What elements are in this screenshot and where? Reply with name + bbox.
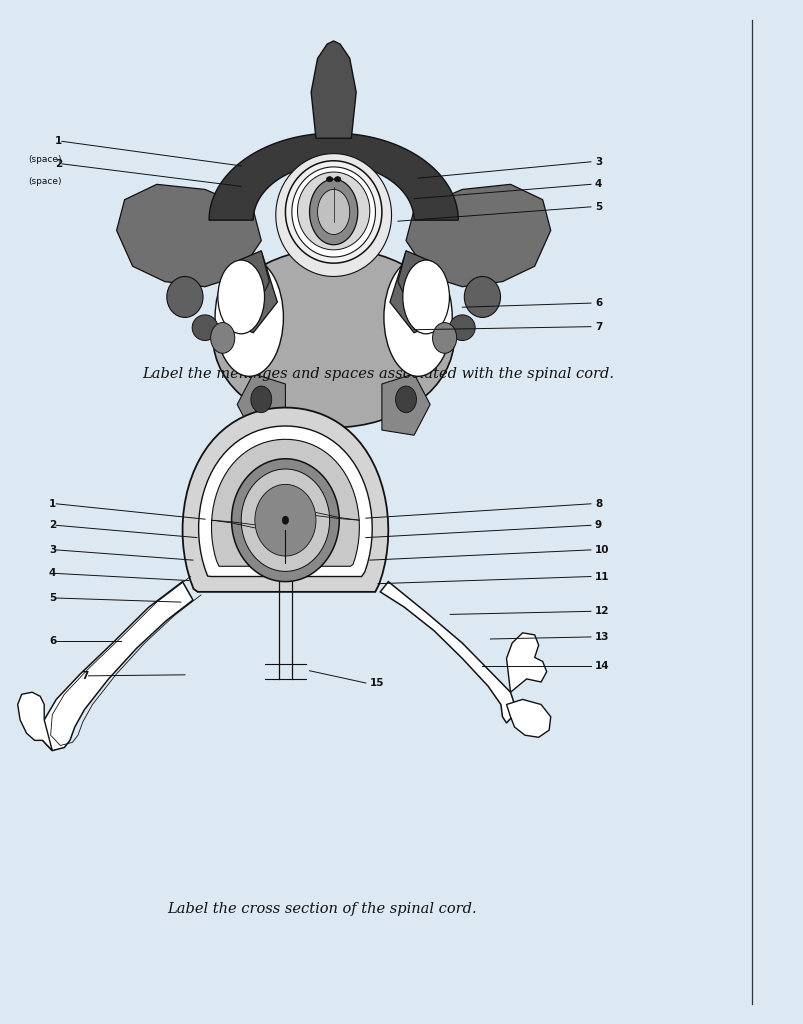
Text: 7: 7	[81, 671, 88, 681]
Ellipse shape	[213, 248, 454, 428]
Ellipse shape	[167, 276, 202, 317]
Text: 5: 5	[49, 593, 56, 603]
Polygon shape	[209, 133, 458, 220]
Text: 4: 4	[594, 179, 601, 189]
Text: Label the meninges and spaces associated with the spinal cord.: Label the meninges and spaces associated…	[141, 367, 613, 381]
Circle shape	[432, 323, 456, 353]
Text: 12: 12	[594, 606, 609, 616]
Polygon shape	[255, 484, 316, 556]
Text: 1: 1	[49, 499, 56, 509]
Ellipse shape	[334, 177, 340, 182]
Text: (space): (space)	[28, 155, 62, 164]
Polygon shape	[506, 699, 550, 737]
Ellipse shape	[326, 177, 332, 182]
Polygon shape	[309, 179, 357, 245]
Ellipse shape	[464, 276, 499, 317]
Polygon shape	[229, 251, 269, 333]
Text: 7: 7	[594, 322, 601, 332]
Text: 3: 3	[49, 545, 56, 555]
Polygon shape	[406, 184, 550, 287]
Circle shape	[251, 386, 271, 413]
Polygon shape	[285, 161, 381, 263]
Ellipse shape	[402, 260, 449, 334]
Polygon shape	[380, 582, 514, 723]
Polygon shape	[506, 633, 546, 692]
Circle shape	[282, 516, 288, 524]
Polygon shape	[297, 172, 369, 250]
Text: 2: 2	[49, 520, 56, 530]
Text: 11: 11	[594, 571, 609, 582]
Text: 10: 10	[594, 545, 609, 555]
Polygon shape	[116, 184, 261, 287]
Polygon shape	[275, 154, 391, 276]
Text: 3: 3	[594, 157, 601, 167]
Text: (space): (space)	[28, 177, 62, 186]
Text: 13: 13	[594, 632, 609, 642]
Text: 8: 8	[594, 499, 601, 509]
Text: 6: 6	[49, 636, 56, 646]
Polygon shape	[317, 189, 349, 234]
Polygon shape	[241, 469, 329, 571]
Ellipse shape	[449, 315, 475, 340]
Text: 14: 14	[594, 660, 609, 671]
Polygon shape	[198, 426, 372, 577]
Text: 4: 4	[49, 568, 56, 579]
Text: 1: 1	[55, 136, 62, 146]
Polygon shape	[311, 41, 356, 138]
Ellipse shape	[215, 258, 283, 376]
Polygon shape	[211, 439, 359, 566]
Text: Label the cross section of the spinal cord.: Label the cross section of the spinal co…	[166, 902, 476, 916]
Polygon shape	[18, 692, 52, 751]
Ellipse shape	[218, 260, 264, 334]
Polygon shape	[182, 408, 388, 592]
Text: 2: 2	[55, 159, 62, 169]
Polygon shape	[221, 251, 277, 333]
Circle shape	[395, 386, 416, 413]
Text: 5: 5	[594, 202, 601, 212]
Polygon shape	[381, 374, 430, 435]
Polygon shape	[291, 167, 375, 257]
Text: 15: 15	[369, 678, 384, 688]
Polygon shape	[397, 251, 438, 333]
Polygon shape	[389, 251, 446, 333]
Circle shape	[210, 323, 234, 353]
Ellipse shape	[192, 315, 218, 340]
Text: 6: 6	[594, 298, 601, 308]
Polygon shape	[231, 459, 339, 582]
Polygon shape	[237, 374, 285, 435]
Ellipse shape	[383, 258, 451, 376]
Text: 9: 9	[594, 520, 601, 530]
Polygon shape	[43, 582, 193, 751]
